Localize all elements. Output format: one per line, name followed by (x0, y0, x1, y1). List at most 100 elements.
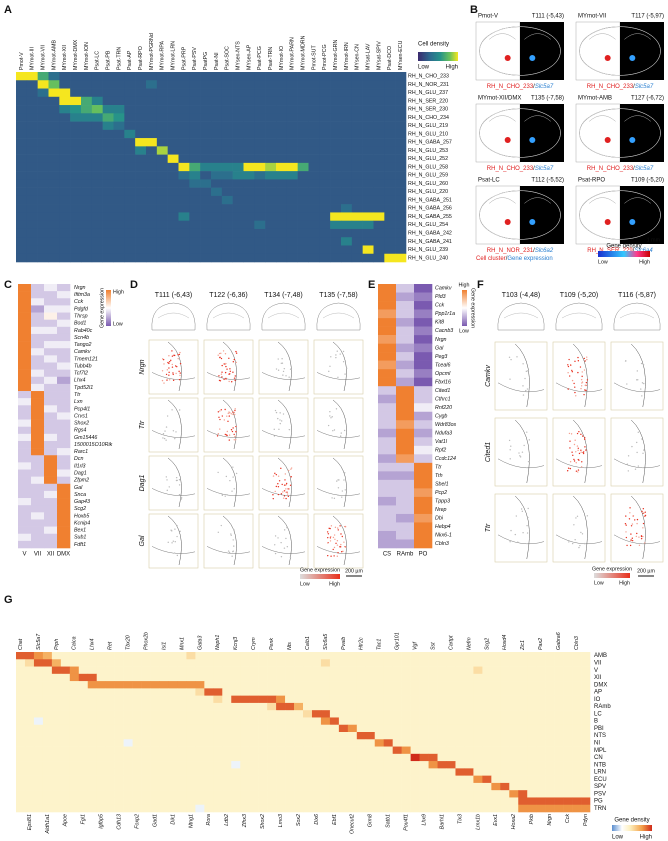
heatmap-cell (536, 717, 546, 726)
heatmap-cell (114, 761, 124, 769)
heatmap-cell (177, 761, 187, 769)
heatmap-cell (48, 171, 60, 180)
expression-dot (341, 496, 343, 498)
heatmap-cell (91, 154, 103, 164)
heatmap-cell (414, 309, 433, 319)
heatmap-cell (396, 530, 415, 540)
heatmap-cell (356, 688, 367, 696)
expression-dot (629, 544, 632, 547)
heatmap-cell (373, 245, 385, 255)
column-label: MYmot-ION (84, 42, 90, 70)
cluster-spot (504, 136, 511, 143)
expression-dot (221, 415, 224, 417)
heatmap-cell (221, 146, 233, 155)
heatmap-cell (428, 790, 438, 798)
heatmap-cell (135, 228, 147, 238)
gene-label: Nrep (435, 507, 447, 513)
expression-dot (642, 535, 644, 538)
heatmap-cell (102, 105, 114, 114)
expression-dot (283, 367, 286, 370)
heatmap-cell (455, 790, 465, 798)
heatmap-cell (141, 666, 151, 675)
heatmap-cell (383, 688, 393, 696)
heatmap-cell (428, 702, 438, 711)
heatmap-cell (57, 362, 71, 370)
heatmap-cell (200, 129, 212, 139)
heatmap-cell (189, 171, 201, 180)
heatmap-cell (351, 80, 363, 89)
expression-dot (329, 410, 331, 413)
expression-dot (175, 476, 178, 479)
expression-dot (575, 451, 577, 453)
legend-title: Gene expression (470, 288, 476, 328)
heatmap-cell (167, 212, 179, 221)
heatmap-cell (51, 782, 62, 791)
heatmap-cell (16, 245, 28, 255)
caption-cell_cluster: RH_N_NOR_231 (487, 248, 534, 254)
expression-dot (229, 373, 231, 375)
gene-label: Fdft1 (74, 542, 86, 548)
expression-dot (229, 370, 232, 373)
expression-dot (274, 409, 277, 412)
expression-dot (568, 541, 570, 543)
heatmap-cell (384, 237, 396, 246)
heatmap-cell (500, 673, 510, 682)
heatmap-cell (146, 96, 158, 106)
heatmap-cell (491, 797, 501, 806)
expression-dot (172, 540, 175, 542)
heatmap-cell (414, 292, 433, 302)
gene-label: Ifitm3a (74, 292, 90, 298)
heatmap-cell (320, 753, 331, 762)
expression-dot (178, 479, 181, 481)
heatmap-cell (276, 695, 286, 704)
column-label: Psat-PB (105, 50, 111, 70)
heatmap-cell (146, 154, 158, 164)
heatmap-cell (113, 129, 125, 139)
heatmap-cell (167, 80, 179, 89)
heatmap-cell (446, 761, 456, 769)
heatmap-cell (341, 88, 353, 98)
expression-dot (167, 541, 169, 544)
heatmap-cell (509, 681, 519, 689)
heatmap-cell (167, 96, 179, 106)
heatmap-cell (473, 782, 483, 791)
heatmap-cell (249, 753, 259, 762)
expression-dot (224, 408, 226, 411)
heatmap-cell (509, 724, 519, 733)
heatmap-cell (428, 768, 438, 776)
heatmap-cell (383, 782, 393, 791)
heatmap-cell (303, 710, 313, 718)
heatmap-cell (91, 253, 103, 263)
heatmap-cell (303, 695, 313, 704)
heatmap-cell (232, 179, 244, 188)
heatmap-cell (231, 782, 241, 791)
legend-high: High (640, 835, 652, 841)
heatmap-cell (81, 204, 93, 213)
heatmap-cell (419, 652, 429, 660)
heatmap-cell (297, 220, 309, 230)
gene-label-top: Gpr101 (395, 632, 401, 650)
heatmap-cell (60, 768, 71, 776)
section-left (575, 103, 621, 163)
heatmap-cell (265, 187, 277, 197)
heatmap-cell (91, 105, 103, 114)
heatmap-cell (311, 652, 322, 660)
heatmap-cell (536, 724, 546, 733)
heatmap-cell (178, 212, 190, 221)
heatmap-cell (167, 72, 179, 81)
heatmap-cell (48, 179, 60, 188)
expression-dot (340, 551, 343, 553)
gene-label-bottom: Sox2 (296, 814, 302, 826)
heatmap-cell (258, 739, 268, 747)
heatmap-cell (365, 797, 376, 806)
heatmap-cell (383, 746, 393, 755)
heatmap-cell (500, 739, 510, 747)
heatmap-cell (31, 376, 45, 385)
heatmap-cell (392, 710, 402, 718)
heatmap-cell (159, 761, 169, 769)
heatmap-cell (378, 394, 397, 404)
heatmap-cell (146, 72, 158, 81)
heatmap-cell (365, 681, 376, 689)
row-label: RH_N_CHO_234 (408, 115, 449, 121)
expression-dot (219, 428, 221, 430)
